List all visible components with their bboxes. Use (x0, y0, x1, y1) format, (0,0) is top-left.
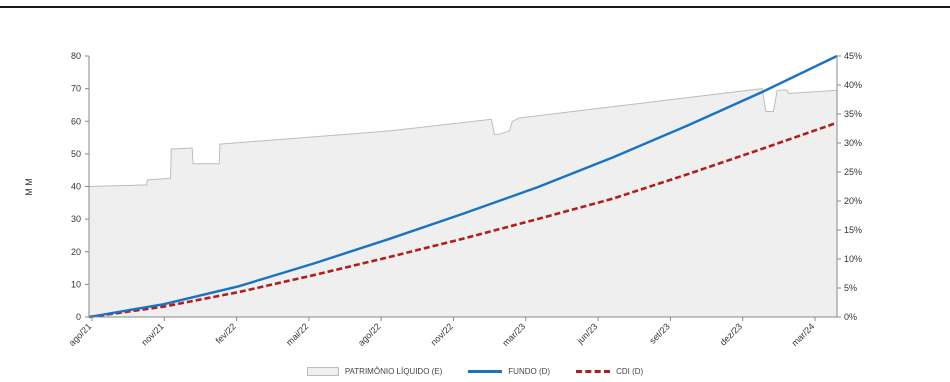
x-tick-label: set/23 (647, 321, 671, 345)
x-tick-label: dez/23 (718, 321, 744, 347)
right-tick-label: 10% (844, 254, 862, 264)
right-tick-label: 30% (844, 138, 862, 148)
x-tick-label: mar/24 (790, 321, 817, 348)
left-tick-label: 40 (71, 182, 81, 192)
series-line-fundo (88, 54, 838, 319)
right-tick-label: 5% (844, 283, 857, 293)
legend-label-patrimonio: PATRIMÔNIO LÍQUIDO (E) (344, 366, 443, 376)
left-tick-label: 70 (71, 84, 81, 94)
legend-swatch-cdi (576, 369, 611, 373)
chart-legend: PATRIMÔNIO LÍQUIDO (E) FUNDO (D) CDI (D) (0, 364, 950, 378)
left-tick-label: 0 (76, 312, 81, 322)
series-line-cdi (88, 121, 838, 319)
legend-item-fundo: FUNDO (D) (468, 367, 550, 376)
x-tick-label: mai/22 (284, 321, 310, 347)
right-tick-label: 25% (844, 167, 862, 177)
right-tick-label: 35% (844, 109, 862, 119)
x-tick-label: ago/22 (356, 321, 383, 348)
x-tick-label: ago/21 (67, 321, 94, 348)
top-divider-line (0, 6, 950, 8)
legend-item-patrimonio: PATRIMÔNIO LÍQUIDO (E) (306, 366, 443, 376)
x-tick-label: nov/22 (429, 321, 455, 347)
legend-label-cdi: CDI (D) (616, 366, 644, 376)
x-tick-label: nov/21 (140, 321, 166, 347)
right-tick-label: 0% (844, 312, 857, 322)
x-tick-label: mar/23 (500, 321, 527, 348)
left-tick-label: 80 (71, 51, 81, 61)
left-tick-label: 10 (71, 279, 81, 289)
right-tick-label: 15% (844, 225, 862, 235)
line-chart: 0 10 20 30 40 50 60 70 80 0% 5% 10% 15% 20% 25% 30% 35% 4… (24, 51, 862, 348)
right-tick-label: 20% (844, 196, 862, 206)
legend-item-cdi: CDI (D) (576, 367, 643, 376)
left-tick-label: 60 (71, 116, 81, 126)
x-tick-label: jun/23 (574, 321, 599, 346)
y-axis-title: M M (24, 178, 34, 196)
left-tick-label: 30 (71, 214, 81, 224)
x-tick-label: fev/22 (214, 321, 238, 345)
legend-swatch-fundo (468, 369, 503, 373)
left-tick-label: 20 (71, 247, 81, 257)
right-tick-label: 40% (844, 80, 862, 90)
left-tick-label: 50 (71, 149, 81, 159)
series-area-patrimonio (88, 88, 838, 318)
legend-label-fundo: FUNDO (D) (508, 366, 551, 376)
legend-swatch-area (306, 366, 339, 376)
right-tick-label: 45% (844, 51, 862, 61)
